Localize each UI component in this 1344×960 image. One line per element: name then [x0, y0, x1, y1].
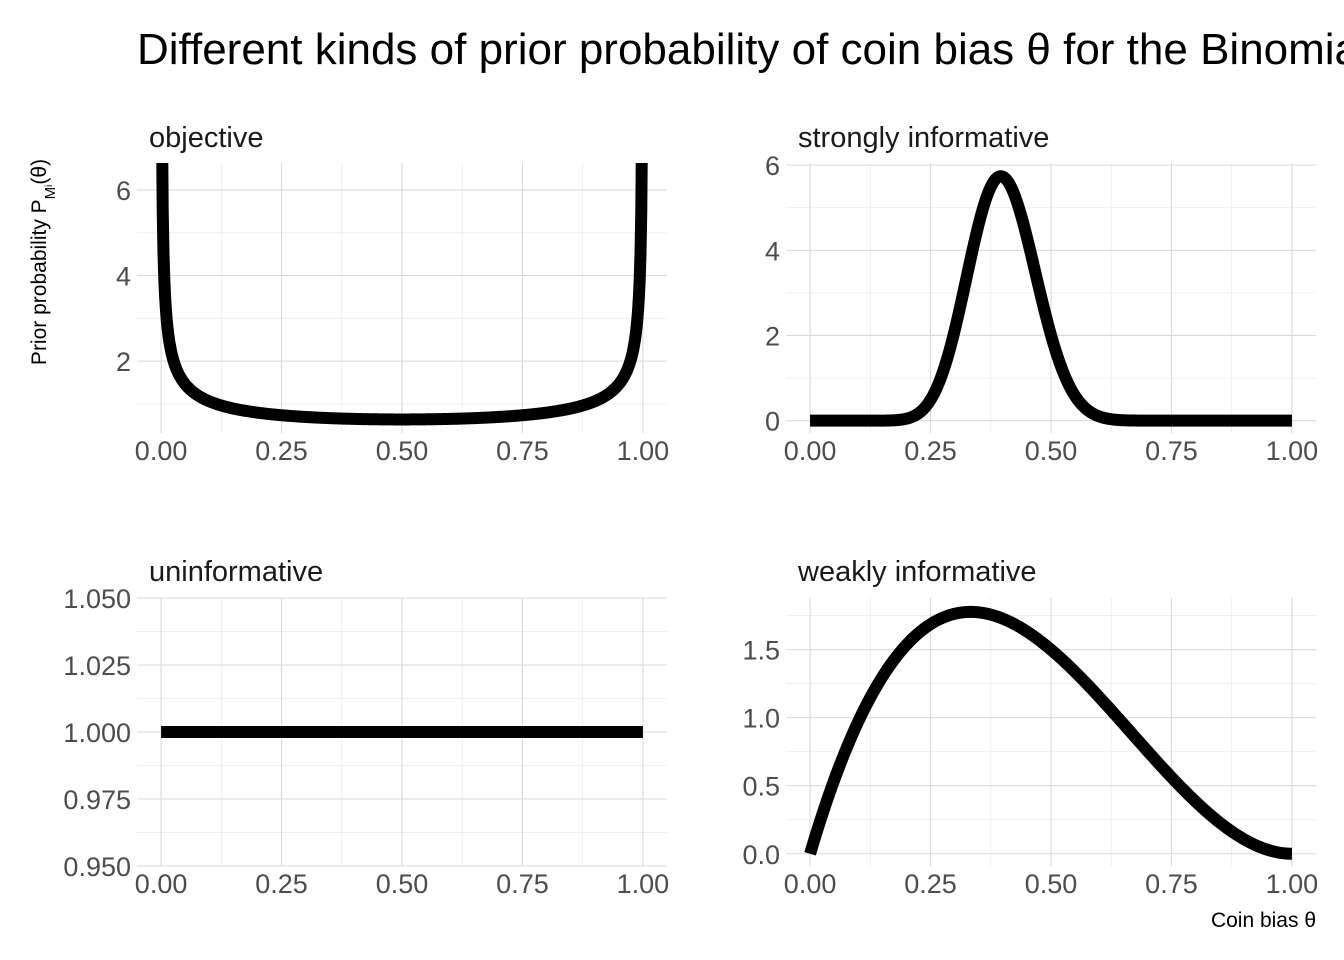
- x-tick-label: 0.75: [1145, 436, 1198, 466]
- y-tick-label: 1.000: [63, 718, 131, 748]
- x-tick-label: 0.50: [1025, 436, 1078, 466]
- facet-label: objective: [149, 122, 263, 154]
- facet-label: weakly informative: [797, 556, 1037, 588]
- x-tick-label: 0.25: [255, 869, 308, 899]
- facet-label: uninformative: [149, 556, 323, 588]
- panel-uninformative: 0.00 0.25 0.50 0.75 1.00 0.950 0.975 1.000 1.025…: [63, 556, 669, 899]
- x-tick-label: 1.00: [1266, 869, 1319, 899]
- y-tick-label: 2: [116, 347, 131, 377]
- x-tick-label: 0.00: [135, 869, 188, 899]
- y-tick-label: 0.975: [63, 785, 131, 815]
- chart-title: Different kinds of prior probability of …: [137, 25, 1344, 74]
- density-line: [804, 605, 1298, 860]
- panel-strongly-informative: 0.00 0.25 0.50 0.75 1.00 0 2 4 6 strongly informa…: [765, 122, 1318, 466]
- y-tick-label: 2: [765, 321, 780, 351]
- y-tick-label: 0: [765, 407, 780, 437]
- density-line: [156, 163, 648, 426]
- x-tick-label: 0.50: [376, 436, 429, 466]
- x-tick-label: 0.25: [904, 869, 957, 899]
- y-tick-label: 4: [116, 262, 131, 292]
- panel-weakly-informative: 0.00 0.25 0.50 0.75 1.00 0.0 0.5 1.0 1.5 weakly i…: [742, 556, 1318, 899]
- y-tick-label: 0.0: [742, 840, 780, 870]
- x-tick-label: 0.00: [135, 436, 188, 466]
- density-line: [804, 170, 1298, 427]
- y-tick-label: 6: [765, 151, 780, 181]
- y-tick-label: 1.025: [63, 651, 131, 681]
- y-tick-label: 1.0: [742, 704, 780, 734]
- panel-objective: 0.00 0.25 0.50 0.75 1.00 2 4 6 objective: [116, 122, 670, 466]
- y-tick-label: 6: [116, 176, 131, 206]
- x-tick-label: 0.50: [1025, 869, 1078, 899]
- x-tick-label: 0.50: [376, 869, 429, 899]
- x-axis-label: Coin bias θ: [1211, 909, 1316, 932]
- x-tick-label: 0.75: [496, 869, 549, 899]
- x-tick-label: 0.00: [784, 869, 837, 899]
- x-tick-label: 1.00: [617, 869, 670, 899]
- x-tick-label: 1.00: [1266, 436, 1319, 466]
- x-tick-label: 0.75: [496, 436, 549, 466]
- y-axis-label: Prior probability PMi(θ): [28, 159, 59, 365]
- y-tick-label: 0.950: [63, 852, 131, 882]
- x-tick-label: 0.25: [904, 436, 957, 466]
- y-tick-label: 1.050: [63, 584, 131, 614]
- y-tick-label: 4: [765, 236, 780, 266]
- x-tick-label: 0.25: [255, 436, 308, 466]
- facet-label: strongly informative: [798, 122, 1049, 154]
- y-tick-label: 0.5: [742, 772, 780, 802]
- x-tick-label: 1.00: [617, 436, 670, 466]
- x-tick-label: 0.00: [784, 436, 837, 466]
- x-tick-label: 0.75: [1145, 869, 1198, 899]
- y-tick-label: 1.5: [742, 636, 780, 666]
